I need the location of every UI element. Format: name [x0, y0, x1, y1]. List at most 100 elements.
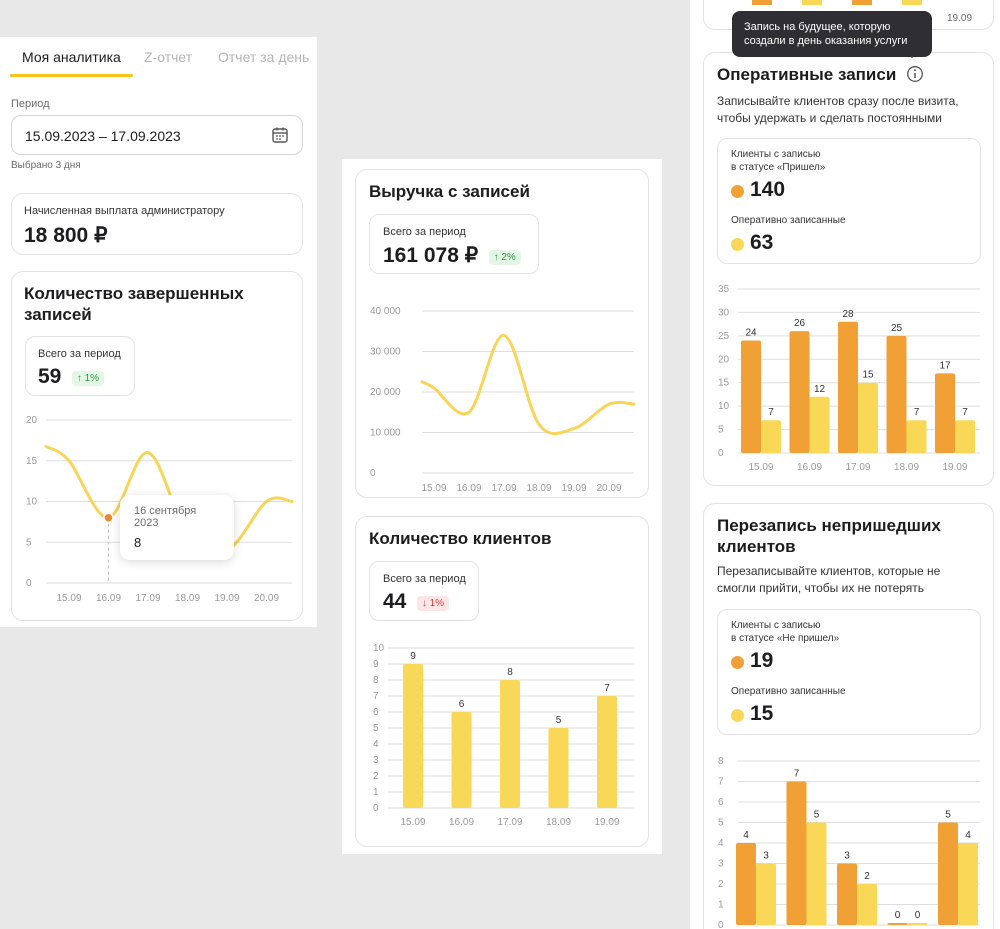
bar-value-label: 2 [864, 871, 870, 882]
bar-value-label: 28 [842, 309, 854, 320]
y-tick-label: 20 000 [370, 387, 401, 398]
bar-value-label: 7 [794, 769, 800, 780]
stat-label: Оперативно записанные [731, 686, 846, 697]
revenue-line-chart: 0 10 000 20 000 30 000 40 000 15.09 16.09 17.09… [370, 306, 636, 494]
bar [906, 420, 927, 453]
payout-card: Начисленная выплата администратору 18 80… [11, 193, 303, 255]
total-value: 44 [383, 590, 407, 613]
bar [789, 331, 810, 453]
clients-bar-chart: 0 1 2 3 4 5 6 7 8 9 10 9 15.09 6 16.09 8 17.09 5 18.09 7 19.… [373, 643, 634, 828]
rebook-card: Перезапись непришедших клиентов Перезапи… [703, 503, 994, 929]
stat-label: Клиенты с записью [731, 620, 821, 631]
y-tick-label: 40 000 [370, 306, 401, 317]
legend-dot-yellow [731, 709, 744, 723]
bar-value-label: 3 [844, 851, 850, 862]
analytics-panel: Моя аналитика Z-отчет Отчет за день Пери… [0, 37, 317, 627]
y-tick-label: 5 [718, 818, 724, 829]
y-tick-label: 0 [718, 920, 724, 929]
bar-value-label: 7 [604, 683, 610, 694]
bar [886, 335, 907, 453]
bar [852, 0, 872, 5]
bar-value-label: 0 [895, 910, 901, 921]
operative-title: Оперативные записи [717, 65, 897, 84]
bar [500, 680, 520, 808]
bar [756, 863, 776, 925]
x-tick-label: 18.09 [546, 817, 571, 828]
x-tick-label: 18.09 [175, 593, 200, 604]
bar [935, 373, 955, 453]
rebook-description: Перезаписывайте клиентов, которые не смо… [717, 564, 941, 595]
bar-value-label: 25 [891, 323, 903, 334]
period-picker[interactable]: 15.09.2023 – 17.09.2023 [11, 115, 303, 155]
trend-badge: ↓ 1% [416, 596, 450, 612]
y-tick-label: 2 [718, 879, 724, 890]
bar-value-label: 5 [814, 810, 820, 821]
bar-value-label: 5 [945, 810, 951, 821]
y-tick-label: 8 [373, 675, 379, 686]
y-tick-label: 7 [373, 691, 379, 702]
bar-value-label: 8 [507, 667, 513, 678]
calendar-icon[interactable] [271, 126, 289, 144]
bar [802, 0, 822, 5]
tab-daily-report[interactable]: Отчет за день [218, 49, 310, 65]
trend-badge: ↑ 2% [488, 250, 521, 266]
y-tick-label: 4 [373, 739, 379, 750]
rebook-bar-chart: 0 1 2 3 4 5 6 7 8 4 3 7 5 3 2 0 0 5 4 [718, 756, 980, 929]
x-tick-label: 16.09 [456, 483, 481, 494]
x-tick-label: 17.09 [845, 462, 870, 473]
x-tick-label: 18.09 [526, 483, 551, 494]
tab-z-report[interactable]: Z-отчет [144, 49, 193, 65]
chart-tooltip: 16 сентября 2023 8 [120, 495, 234, 560]
y-tick-label: 0 [373, 803, 379, 814]
y-tick-label: 35 [718, 284, 730, 295]
bar-value-label: 7 [768, 407, 774, 418]
bar [451, 712, 472, 808]
bar [403, 664, 423, 808]
y-tick-label: 30 [718, 307, 730, 318]
stat-label: в статусе «Не пришел» [731, 633, 840, 644]
completed-total-box: Всего за период 59 ↑ 1% [25, 336, 135, 396]
rebook-stats-box: Клиенты с записью в статусе «Не пришел» … [717, 609, 981, 735]
stat-value: 63 [750, 231, 774, 254]
bar-value-label: 0 [915, 910, 921, 921]
stat-label: Оперативно записанные [731, 215, 846, 226]
total-value: 59 [38, 365, 62, 388]
bar [837, 863, 857, 925]
stat-label: в статусе «Пришел» [731, 162, 826, 173]
bar-value-label: 4 [965, 830, 971, 841]
bar [548, 728, 569, 808]
x-tick-label: 15.09 [421, 483, 446, 494]
stat-value: 19 [750, 649, 774, 672]
x-tick-label: 15.09 [56, 593, 81, 604]
total-label: Всего за период [383, 573, 466, 585]
x-tick-label: 17.09 [491, 483, 516, 494]
revenue-panel: Выручка с записей Всего за период 161 07… [342, 159, 662, 854]
trend-badge: ↑ 1% [71, 371, 105, 387]
bar [907, 923, 928, 925]
legend-dot-yellow [731, 238, 744, 252]
y-tick-label: 8 [718, 756, 724, 767]
legend-dot-orange [731, 656, 744, 670]
y-tick-label: 25 [718, 331, 730, 342]
tab-bar: Моя аналитика Z-отчет Отчет за день [10, 37, 317, 77]
bar [809, 396, 830, 453]
completed-records-title: Количество завершенных записей [24, 284, 244, 324]
active-tab-indicator [10, 74, 133, 77]
y-tick-label: 0 [26, 578, 32, 589]
y-tick-label: 10 [718, 401, 730, 412]
x-tick-label: 20.09 [596, 483, 621, 494]
x-tick-label: 15.09 [400, 817, 425, 828]
info-icon[interactable] [906, 65, 924, 83]
bar-value-label: 17 [939, 360, 951, 371]
y-tick-label: 6 [718, 797, 724, 808]
bar [736, 843, 756, 925]
bar [741, 340, 761, 453]
bar [858, 382, 878, 453]
tab-my-analytics[interactable]: Моя аналитика [22, 49, 121, 65]
x-tick-label: 19.09 [942, 462, 967, 473]
y-tick-label: 3 [373, 755, 379, 766]
completed-records-card: Количество завершенных записей Всего за … [11, 271, 303, 621]
bar-value-label: 7 [914, 407, 920, 418]
y-tick-label: 5 [373, 723, 379, 734]
bar [786, 781, 807, 925]
